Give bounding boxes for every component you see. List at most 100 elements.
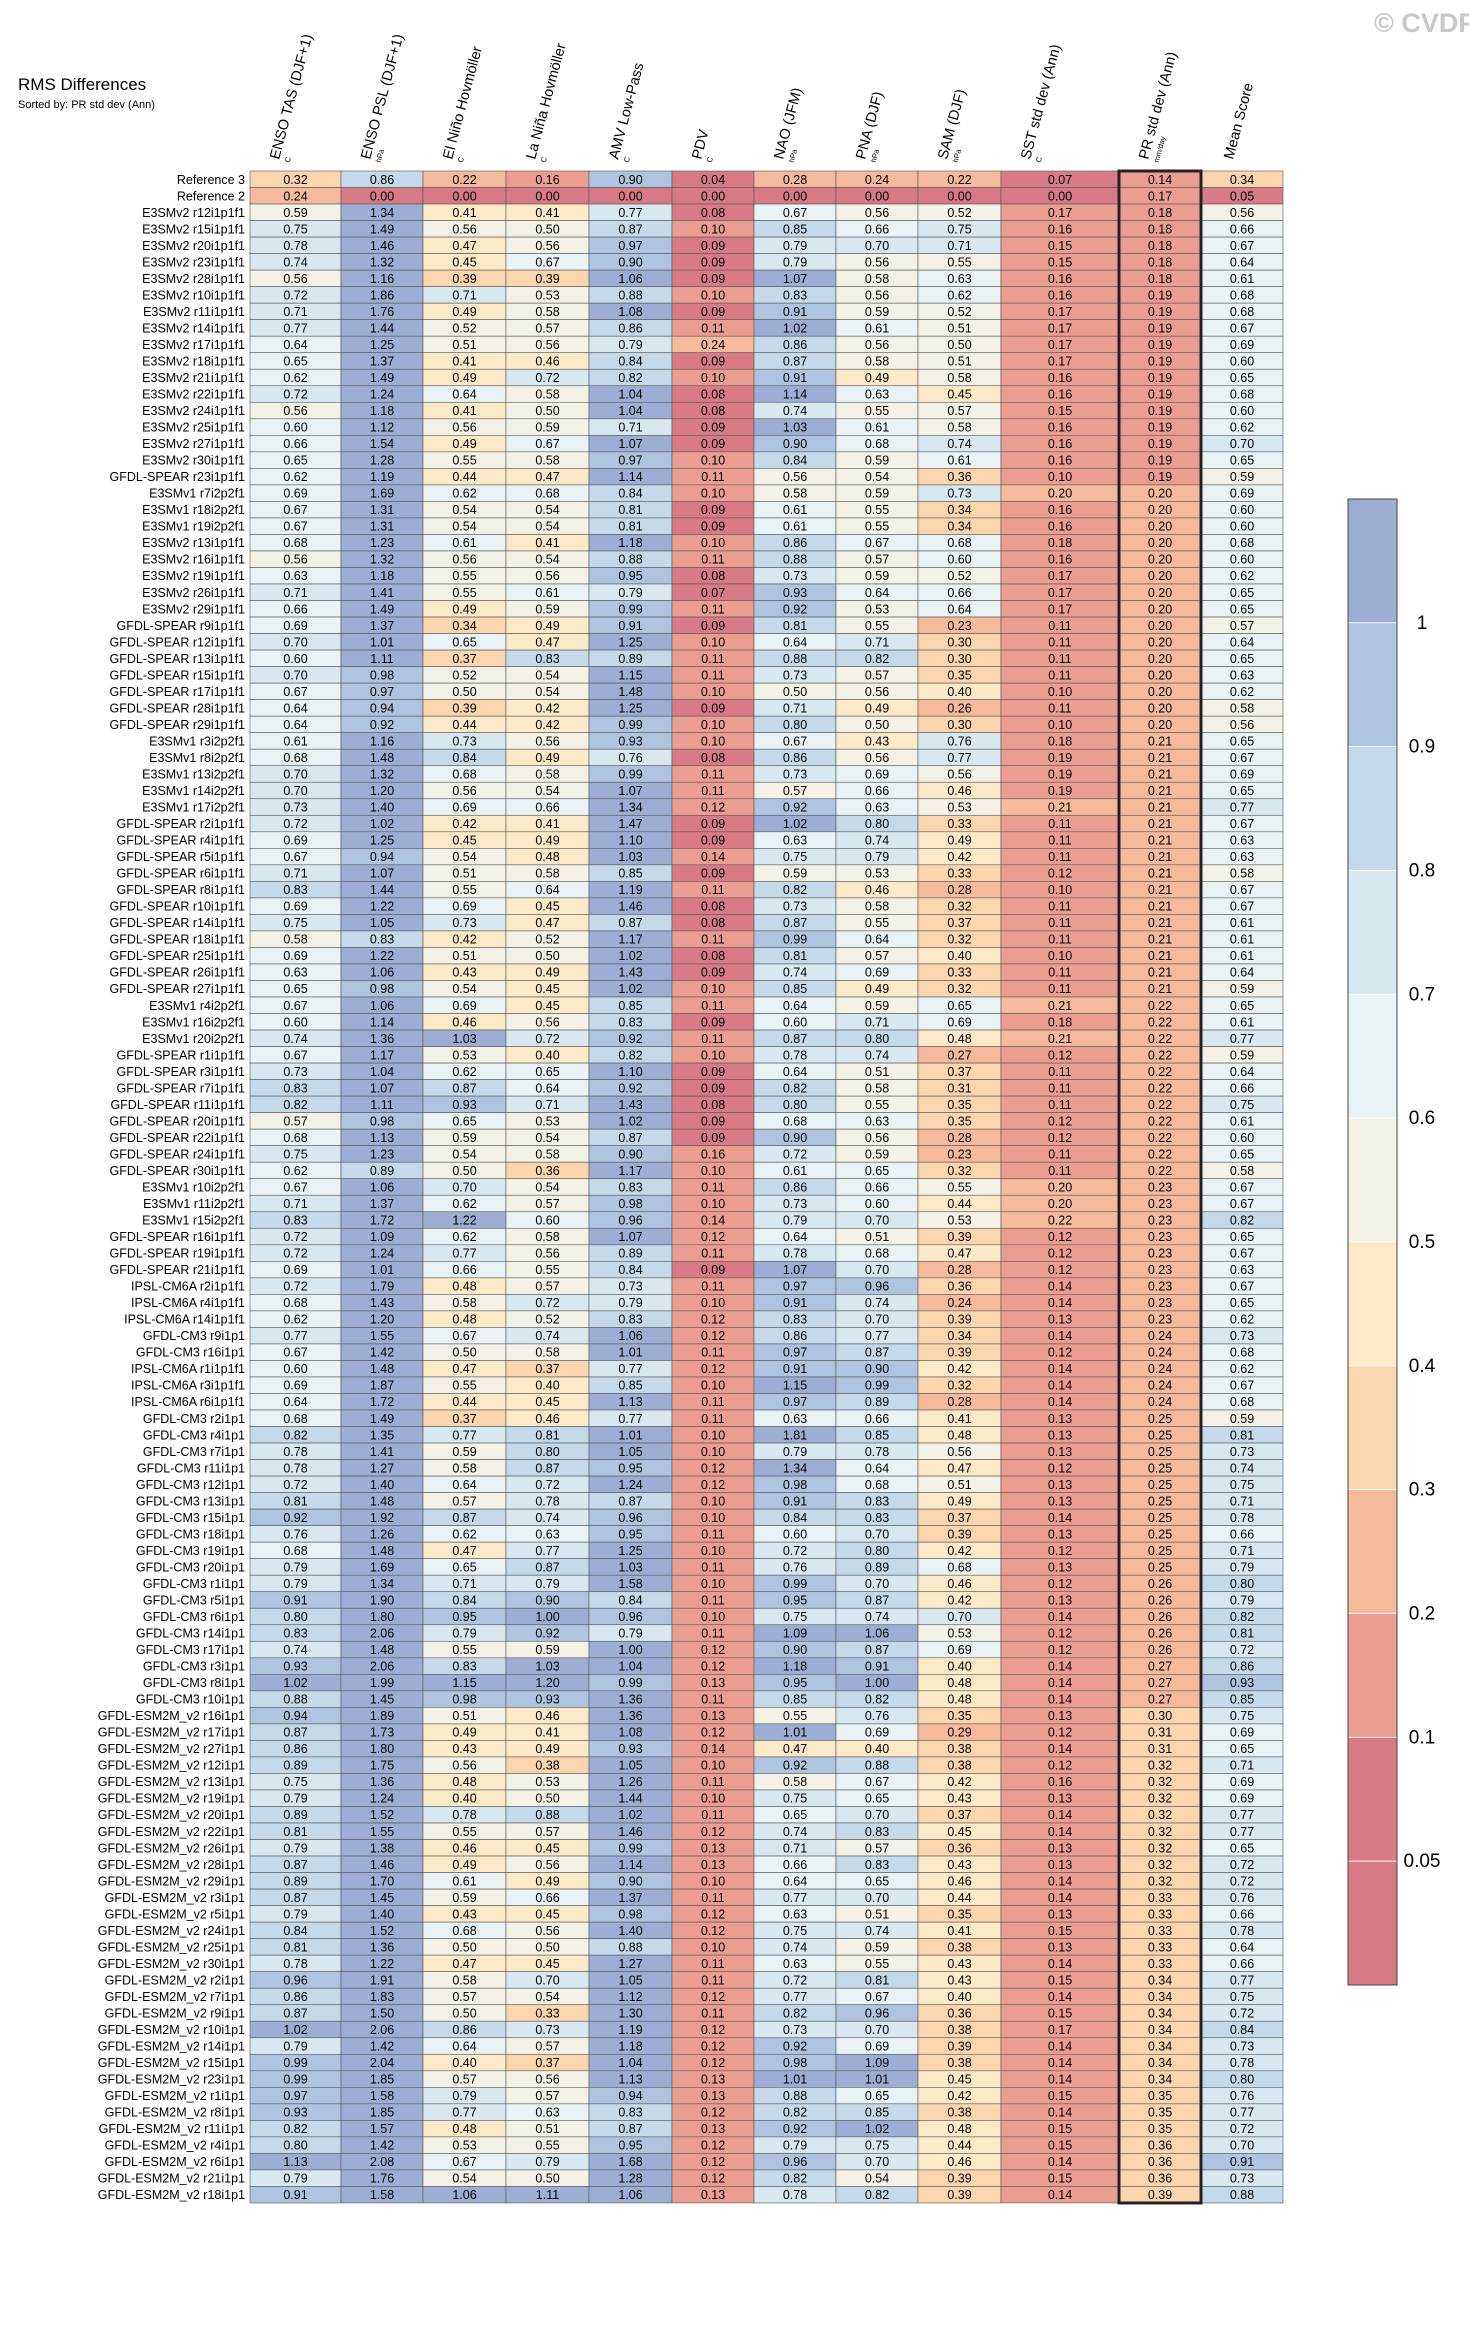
cell-value-label: 0.79 [535,1577,559,1591]
row-label: GFDL-ESM2M_v2 r15i1p1 [98,2056,245,2070]
cell-value-label: 0.10 [701,1544,725,1558]
cell-value-label: 0.56 [535,1015,559,1029]
cell-value-label: 0.62 [1230,1313,1254,1327]
cell-value-label: 1.89 [370,1709,394,1723]
cell-value-label: 1.25 [618,701,642,715]
cell-value-label: 0.46 [535,1412,559,1426]
cell-value-label: 0.87 [618,222,642,236]
cell-value-label: 0.08 [701,404,725,418]
column-header: PR std dev (Ann)mm/day [1136,50,1180,163]
cell-value-label: 0.57 [535,2089,559,2103]
cell-value-label: 0.21 [1148,933,1172,947]
cell-value-label: 1.31 [370,503,394,517]
cell-value-label: 0.48 [452,1775,476,1789]
cell-value-label: 0.69 [1230,767,1254,781]
cell-value-label: 0.09 [701,520,725,534]
cell-value-label: 0.57 [1230,619,1254,633]
cell-value-label: 0.77 [1230,801,1254,815]
cell-value-label: 1.02 [618,1808,642,1822]
row-label: GFDL-CM3 r14i1p1 [136,1627,245,1641]
cell-value-label: 0.60 [783,1527,807,1541]
cell-value-label: 1.06 [618,2188,642,2202]
cell-value-label: 0.55 [452,1825,476,1839]
cell-value-label: 0.14 [1048,1676,1072,1690]
cell-value-label: 0.14 [1048,2106,1072,2120]
cell-value-label: 1.73 [370,1726,394,1740]
cell-value-label: 0.14 [1048,1362,1072,1376]
cell-value-label: 0.73 [1230,1445,1254,1459]
cell-value-label: 1.23 [370,1147,394,1161]
cell-value-label: 0.68 [1230,536,1254,550]
row-label: GFDL-ESM2M_v2 r22i1p1 [98,1825,245,1839]
cell-value-label: 0.86 [783,1180,807,1194]
cell-value-label: 0.41 [452,404,476,418]
cell-value-label: 0.34 [947,1329,971,1343]
cell-value-label: 0.62 [283,1313,307,1327]
cell-value-label: 0.69 [1230,1775,1254,1789]
cell-value-label: 1.07 [370,1081,394,1095]
cell-value-label: 0.40 [535,1048,559,1062]
cell-value-label: 0.47 [535,635,559,649]
cell-value-label: 0.25 [1148,1412,1172,1426]
colorbar-band [1347,1860,1398,1986]
cell-value-label: 0.10 [701,536,725,550]
cell-value-label: 0.14 [1048,1891,1072,1905]
cell-value-label: 0.56 [535,569,559,583]
cell-value-label: 0.16 [1048,553,1072,567]
cell-value-label: 0.49 [535,1874,559,1888]
cell-value-label: 0.93 [283,2106,307,2120]
cell-value-label: 0.22 [1148,1081,1172,1095]
cell-value-label: 1.36 [370,1775,394,1789]
cell-value-label: 0.11 [1048,1147,1071,1161]
cell-value-label: 0.16 [535,173,559,187]
cell-value-label: 0.95 [618,1527,642,1541]
cell-value-label: 1.24 [370,1792,394,1806]
cell-value-label: 0.88 [618,553,642,567]
cell-value-label: 0.37 [947,916,971,930]
cell-value-label: 0.71 [535,1098,559,1112]
cell-value-label: 0.64 [1230,966,1254,980]
cell-value-label: 0.98 [370,982,394,996]
cell-value-label: 1.34 [783,1461,807,1475]
cell-value-label: 0.68 [947,536,971,550]
row-label: E3SMv1 r4i2p2f1 [149,999,245,1013]
cell-value-label: 0.71 [947,239,971,253]
cell-value-label: 0.54 [535,520,559,534]
cell-value-label: 0.34 [1148,2056,1172,2070]
cell-value-label: 0.75 [283,1775,307,1789]
cell-value-label: 0.49 [535,966,559,980]
cell-value-label: 1.90 [370,1593,394,1607]
cell-value-label: 0.40 [947,1990,971,2004]
cell-value-label: 0.82 [618,1048,642,1062]
cell-value-label: 1.49 [370,222,394,236]
cell-value-label: 0.78 [1230,1924,1254,1938]
cell-value-label: 1.08 [618,305,642,319]
cell-value-label: 1.02 [618,982,642,996]
cell-value-label: 0.14 [1048,1990,1072,2004]
cell-value-label: 0.48 [947,1693,971,1707]
cell-value-label: 0.12 [701,2040,725,2054]
cell-value-label: 0.20 [1148,553,1172,567]
cell-value-label: 0.45 [535,982,559,996]
cell-value-label: 0.57 [865,553,889,567]
cell-value-label: 0.56 [947,767,971,781]
cell-value-label: 0.76 [947,734,971,748]
cell-value-label: 0.61 [1230,933,1254,947]
cell-value-label: 0.36 [1148,2155,1172,2169]
cell-value-label: 0.68 [283,536,307,550]
cell-value-label: 1.37 [370,1197,394,1211]
row-label: GFDL-CM3 r8i1p1 [143,1676,245,1690]
cell-value-label: 0.43 [947,1858,971,1872]
cell-value-label: 0.17 [1048,586,1072,600]
cell-value-label: 0.16 [701,1147,725,1161]
cell-value-label: 0.81 [283,1494,307,1508]
cell-value-label: 0.79 [783,1214,807,1228]
row-label: E3SMv1 r3i2p2f1 [149,734,245,748]
cell-value-label: 0.68 [535,487,559,501]
cell-value-label: 0.84 [452,1593,476,1607]
row-label: GFDL-SPEAR r10i1p1f1 [110,900,246,914]
cell-value-label: 0.58 [783,487,807,501]
cell-value-label: 0.08 [701,751,725,765]
cell-value-label: 0.25 [1148,1527,1172,1541]
row-label: GFDL-ESM2M_v2 r16i1p1 [98,1709,245,1723]
